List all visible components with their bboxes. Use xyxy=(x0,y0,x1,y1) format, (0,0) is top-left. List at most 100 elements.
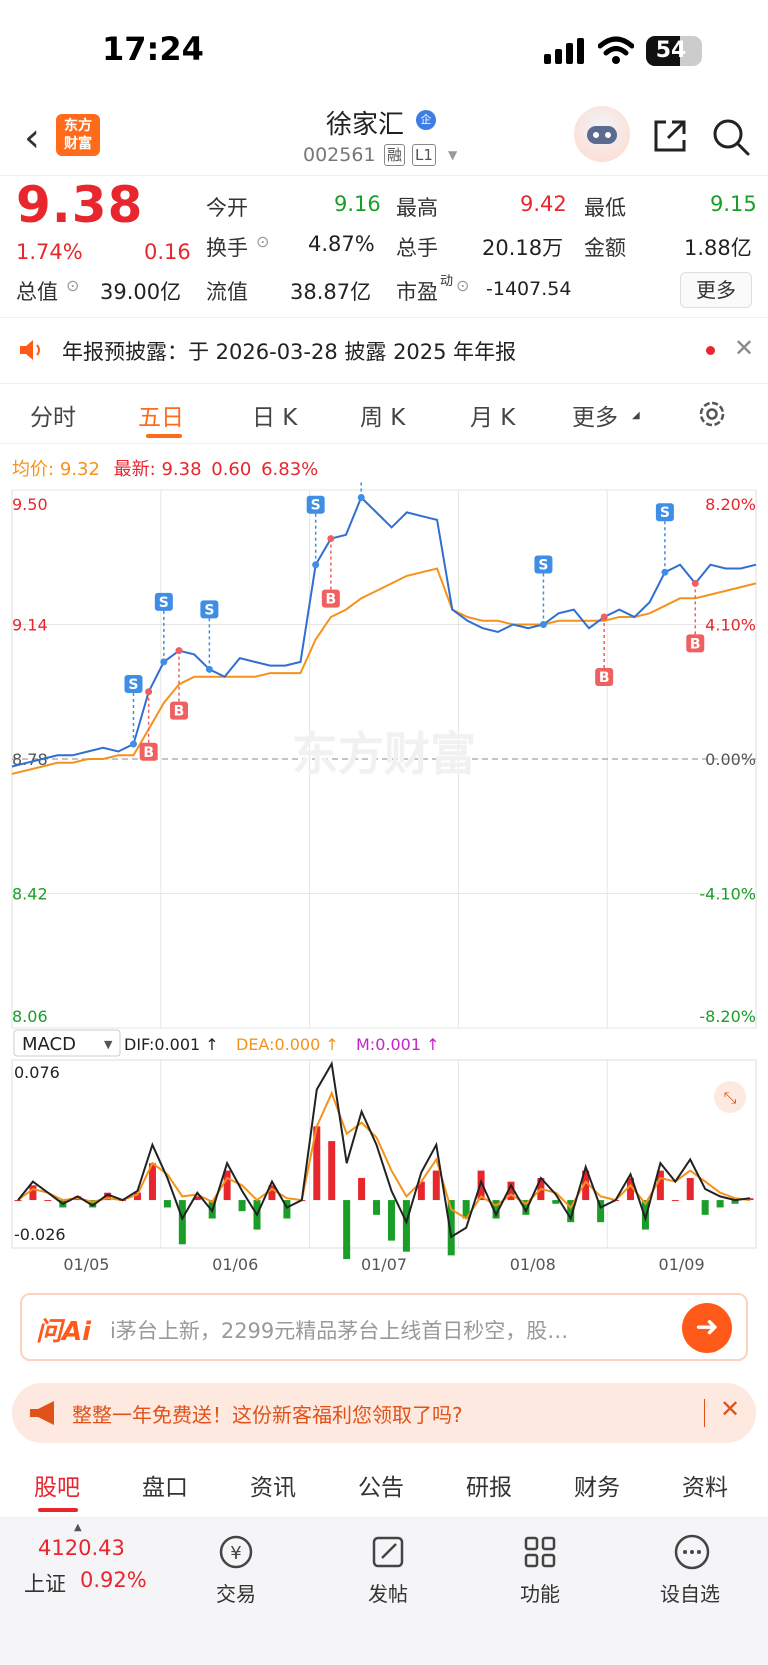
tab-monthly-k[interactable]: 月 K xyxy=(470,405,516,431)
macd-histogram-bar xyxy=(193,1196,201,1201)
search-icon[interactable] xyxy=(710,116,752,158)
current-price: 9.38 xyxy=(16,176,144,234)
sell-marker xyxy=(306,495,325,514)
buy-marker xyxy=(321,589,340,608)
more-dots-icon[interactable] xyxy=(672,1532,712,1572)
tab-announcements[interactable]: 公告 xyxy=(358,1475,404,1501)
svg-text:¥: ¥ xyxy=(230,1543,241,1564)
caret-up-icon: ▲ xyxy=(74,1522,82,1533)
y-right-tick: 4.10% xyxy=(705,616,756,635)
macd-histogram-bar xyxy=(731,1200,739,1204)
buy-marker xyxy=(686,634,705,653)
post-label[interactable]: 发帖 xyxy=(368,1582,408,1606)
buy-marker xyxy=(595,668,614,687)
stock-code: 002561 xyxy=(303,144,376,166)
macd-histogram-bar xyxy=(313,1126,321,1201)
trade-yen-icon[interactable]: ¥ xyxy=(216,1532,256,1572)
watermark: 东方财富 xyxy=(292,727,476,781)
more-quote-button[interactable]: 更多 xyxy=(680,272,752,308)
notice-text: 年报预披露：于 2026-03-28 披露 2025 年年报 xyxy=(62,340,517,364)
close-icon[interactable]: ✕ xyxy=(734,334,755,362)
info-icon[interactable]: ⊙ xyxy=(456,276,470,295)
buy-marker xyxy=(139,742,158,761)
trade-point xyxy=(661,568,669,576)
sell-marker xyxy=(200,600,219,619)
y-right-tick: -8.20% xyxy=(699,1007,756,1026)
tab-profile[interactable]: 资料 xyxy=(682,1475,728,1501)
info-icon[interactable]: ⊙ xyxy=(66,276,80,295)
add-watchlist-label[interactable]: 设自选 xyxy=(660,1582,720,1606)
share-icon[interactable] xyxy=(650,116,690,156)
macd-histogram-bar xyxy=(148,1163,156,1201)
index-name: 上证 xyxy=(24,1572,66,1596)
ai-prompt-text: i茅台上新，2299元精品茅台上线首日秒空，股… xyxy=(110,1319,569,1343)
macd-histogram-bar xyxy=(402,1200,410,1252)
close-icon[interactable]: ✕ xyxy=(720,1395,741,1423)
y-left-tick: 9.50 xyxy=(12,495,48,514)
volume-value: 20.18万 xyxy=(482,236,564,260)
period-tabs: 分时 五日 日 K 周 K 月 K 更多 ◢ xyxy=(0,384,768,444)
info-icon[interactable]: ⊙ xyxy=(256,232,270,251)
float-label: 流值 xyxy=(206,280,248,304)
indicator-name: MACD xyxy=(22,1034,76,1055)
macd-histogram-bar xyxy=(417,1181,425,1201)
latest-label: 最新: xyxy=(113,459,156,480)
content-tabs: 股吧 盘口 资讯 公告 研报 财务 资料 xyxy=(0,1452,768,1518)
tab-orderbook[interactable]: 盘口 xyxy=(142,1475,188,1501)
stock-header: ‹ 东方财富 徐家汇 企 002561 融 L1 ▼ xyxy=(0,100,768,176)
macd-histogram-bar xyxy=(716,1200,724,1208)
amount-value: 1.88亿 xyxy=(684,236,752,260)
macd-histogram-bar xyxy=(462,1200,470,1219)
level-tag: L1 xyxy=(412,144,436,166)
tab-forum[interactable]: 股吧 xyxy=(34,1475,80,1501)
macd-histogram-bar xyxy=(656,1170,664,1201)
trade-point xyxy=(600,613,608,621)
tab-five-day[interactable]: 五日 xyxy=(138,405,184,431)
low-value: 9.15 xyxy=(710,192,757,216)
trade-point xyxy=(175,647,183,655)
trade-marker-label: S xyxy=(204,602,214,618)
tab-weekly-k[interactable]: 周 K xyxy=(360,405,406,431)
open-label: 今开 xyxy=(206,196,248,220)
sell-marker xyxy=(154,592,173,611)
function-label[interactable]: 功能 xyxy=(520,1582,560,1606)
unread-dot xyxy=(706,346,715,355)
macd-histogram-bar xyxy=(178,1200,186,1245)
dea-label: DEA:0.000 ↑ xyxy=(236,1035,339,1054)
expand-icon xyxy=(714,1081,746,1113)
arrow-right-icon[interactable]: ➜ xyxy=(682,1303,732,1353)
tab-news[interactable]: 资讯 xyxy=(250,1475,296,1501)
enterprise-badge: 企 xyxy=(416,110,436,130)
back-icon[interactable]: ‹ xyxy=(24,115,40,161)
sell-marker xyxy=(655,503,674,522)
macd-histogram-bar xyxy=(29,1185,37,1201)
macd-histogram-bar xyxy=(477,1170,485,1201)
code-dropdown-icon[interactable]: ▼ xyxy=(448,148,458,162)
macd-histogram-bar xyxy=(507,1181,515,1201)
y-left-tick: 8.06 xyxy=(12,1007,48,1026)
macd-histogram-bar xyxy=(238,1200,246,1212)
ai-robot-avatar[interactable] xyxy=(574,106,630,162)
tab-more[interactable]: 更多 xyxy=(572,405,618,431)
five-day-chart[interactable]: 9.50 8.20%9.14 4.10%8.78 0.00%8.42 -4.10%8.0… xyxy=(0,480,768,1290)
tab-research[interactable]: 研报 xyxy=(466,1475,512,1501)
compose-icon[interactable] xyxy=(368,1532,408,1572)
ai-search-bar[interactable]: 问Ai i茅台上新，2299元精品茅台上线首日秒空，股… ➜ xyxy=(20,1293,748,1361)
macd-histogram-bar xyxy=(283,1200,291,1219)
index-value[interactable]: 4120.43 xyxy=(38,1536,125,1560)
settings-icon[interactable] xyxy=(696,398,728,430)
promo-banner[interactable]: 整整一年免费送！这份新客福利您领取了吗? ✕ xyxy=(12,1383,756,1443)
trade-label[interactable]: 交易 xyxy=(216,1582,256,1606)
apps-grid-icon[interactable] xyxy=(520,1532,560,1572)
tab-intraday[interactable]: 分时 xyxy=(30,405,76,431)
expand-icon-glyph: ⤡ xyxy=(724,1088,737,1107)
tab-daily-k[interactable]: 日 K xyxy=(252,405,298,431)
notice-bar[interactable]: 年报预披露：于 2026-03-28 披露 2025 年年报 ✕ xyxy=(0,318,768,384)
macd-bottom-label: -0.026 xyxy=(14,1225,66,1244)
logo-text: 东方财富 xyxy=(64,118,92,152)
tab-finance[interactable]: 财务 xyxy=(574,1475,620,1501)
macd-histogram-bar xyxy=(104,1192,112,1201)
x-axis-label: 01/07 xyxy=(361,1255,407,1274)
sell-marker xyxy=(124,675,143,694)
turnover-label: 换手 xyxy=(206,236,248,260)
